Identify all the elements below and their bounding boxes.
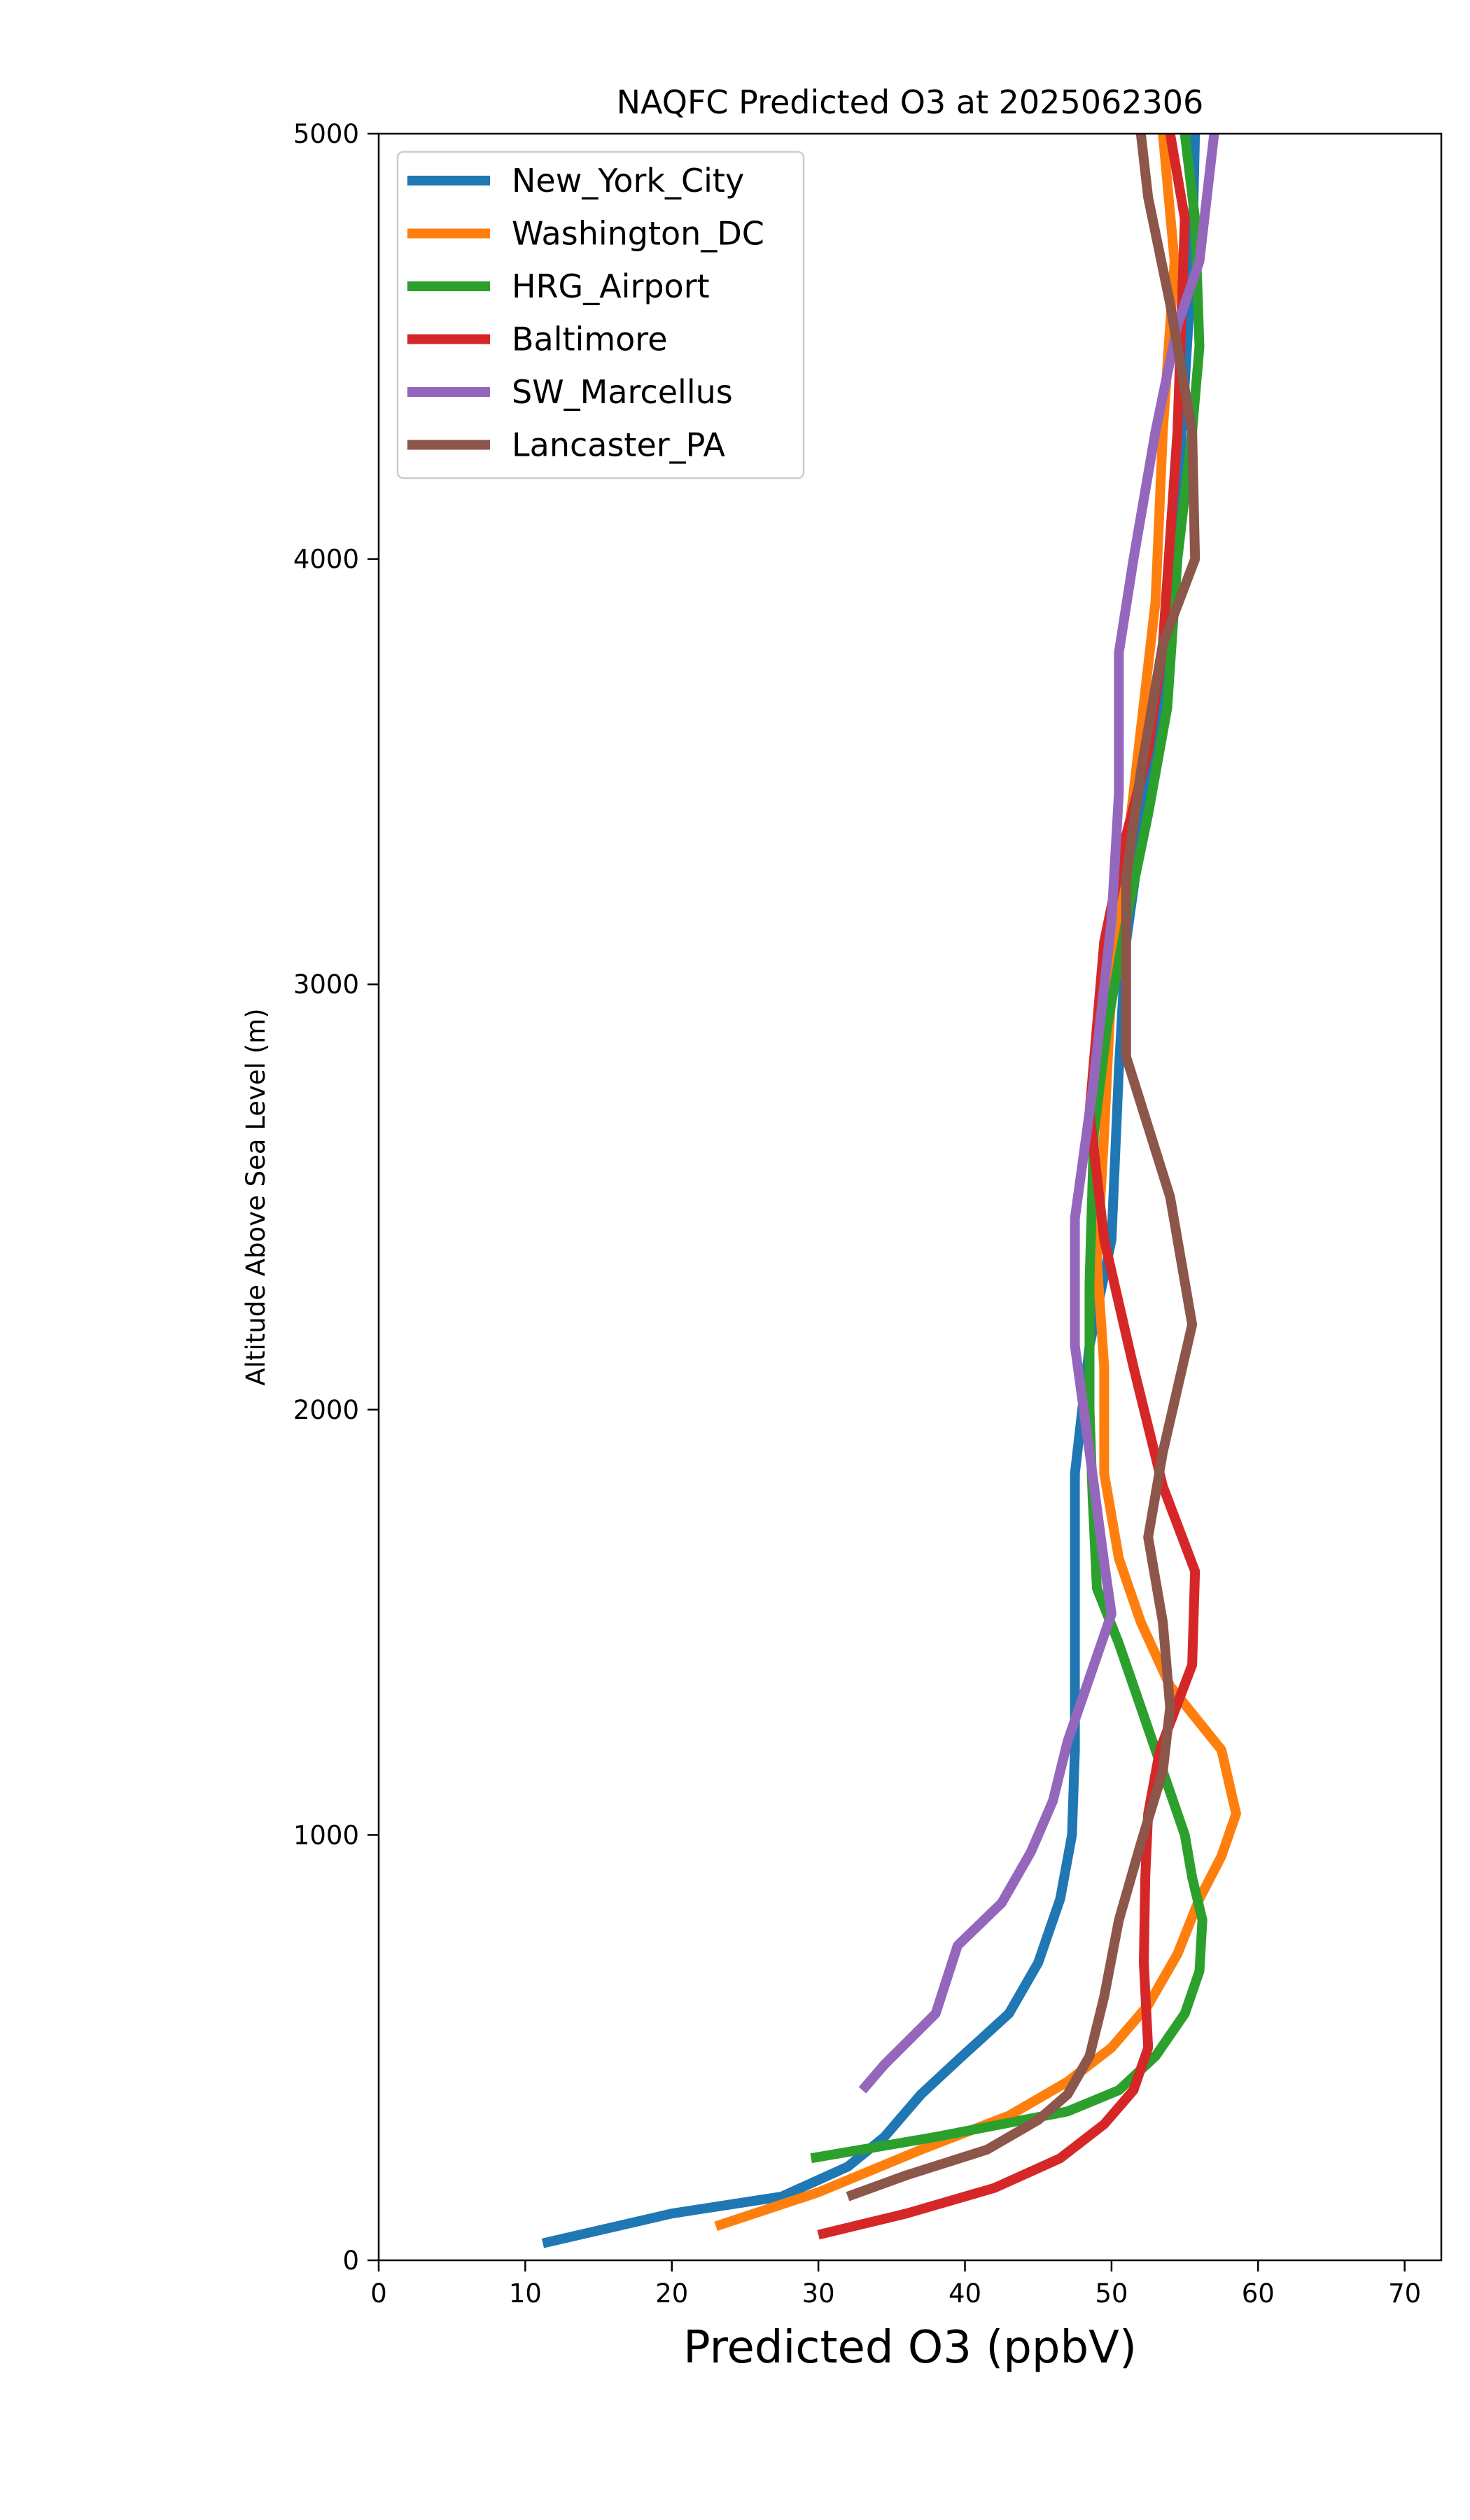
legend-label: Baltimore bbox=[512, 321, 668, 358]
x-tick-label: 10 bbox=[509, 2278, 542, 2309]
x-tick-label: 40 bbox=[948, 2278, 981, 2309]
legend: New_York_City Washington_DC HRG_Airport Bal… bbox=[396, 150, 805, 479]
legend-label: Lancaster_PA bbox=[512, 426, 725, 464]
y-tick-label: 5000 bbox=[293, 119, 359, 149]
y-tick-label: 4000 bbox=[293, 545, 359, 575]
plot-series bbox=[541, 132, 1241, 2248]
plot-frame bbox=[377, 132, 1443, 2262]
y-tick-label: 0 bbox=[342, 2246, 359, 2276]
x-tick-label: 0 bbox=[370, 2278, 387, 2309]
legend-label: New_York_City bbox=[512, 162, 744, 200]
x-tick-label: 60 bbox=[1242, 2278, 1275, 2309]
y-axis-label: Altitude Above Sea Level (m) bbox=[241, 1008, 271, 1385]
y-tick-label: 3000 bbox=[293, 969, 359, 1000]
series-line-sw-marcellus bbox=[858, 133, 1219, 2094]
y-tick-label: 1000 bbox=[293, 1820, 359, 1850]
legend-label: Washington_DC bbox=[512, 215, 764, 253]
x-tick-label: 30 bbox=[802, 2278, 835, 2309]
legend-label: HRG_Airport bbox=[512, 267, 710, 305]
chart-title: NAQFC Predicted O3 at 2025062306 bbox=[617, 83, 1204, 121]
y-tick-label: 2000 bbox=[293, 1395, 359, 1425]
series-line-lancaster-pa bbox=[846, 133, 1200, 2202]
y-axis-ticks: 0 1000 2000 3000 4000 5000 bbox=[293, 119, 379, 2276]
x-tick-label: 70 bbox=[1388, 2278, 1421, 2309]
x-axis-label: Predicted O3 (ppbV) bbox=[683, 2322, 1137, 2374]
x-axis-ticks: 0 10 20 30 40 50 60 70 bbox=[370, 2260, 1421, 2309]
x-tick-label: 50 bbox=[1095, 2278, 1128, 2309]
x-tick-label: 20 bbox=[655, 2278, 688, 2309]
legend-label: SW_Marcellus bbox=[512, 373, 733, 411]
legend-box bbox=[396, 150, 805, 479]
